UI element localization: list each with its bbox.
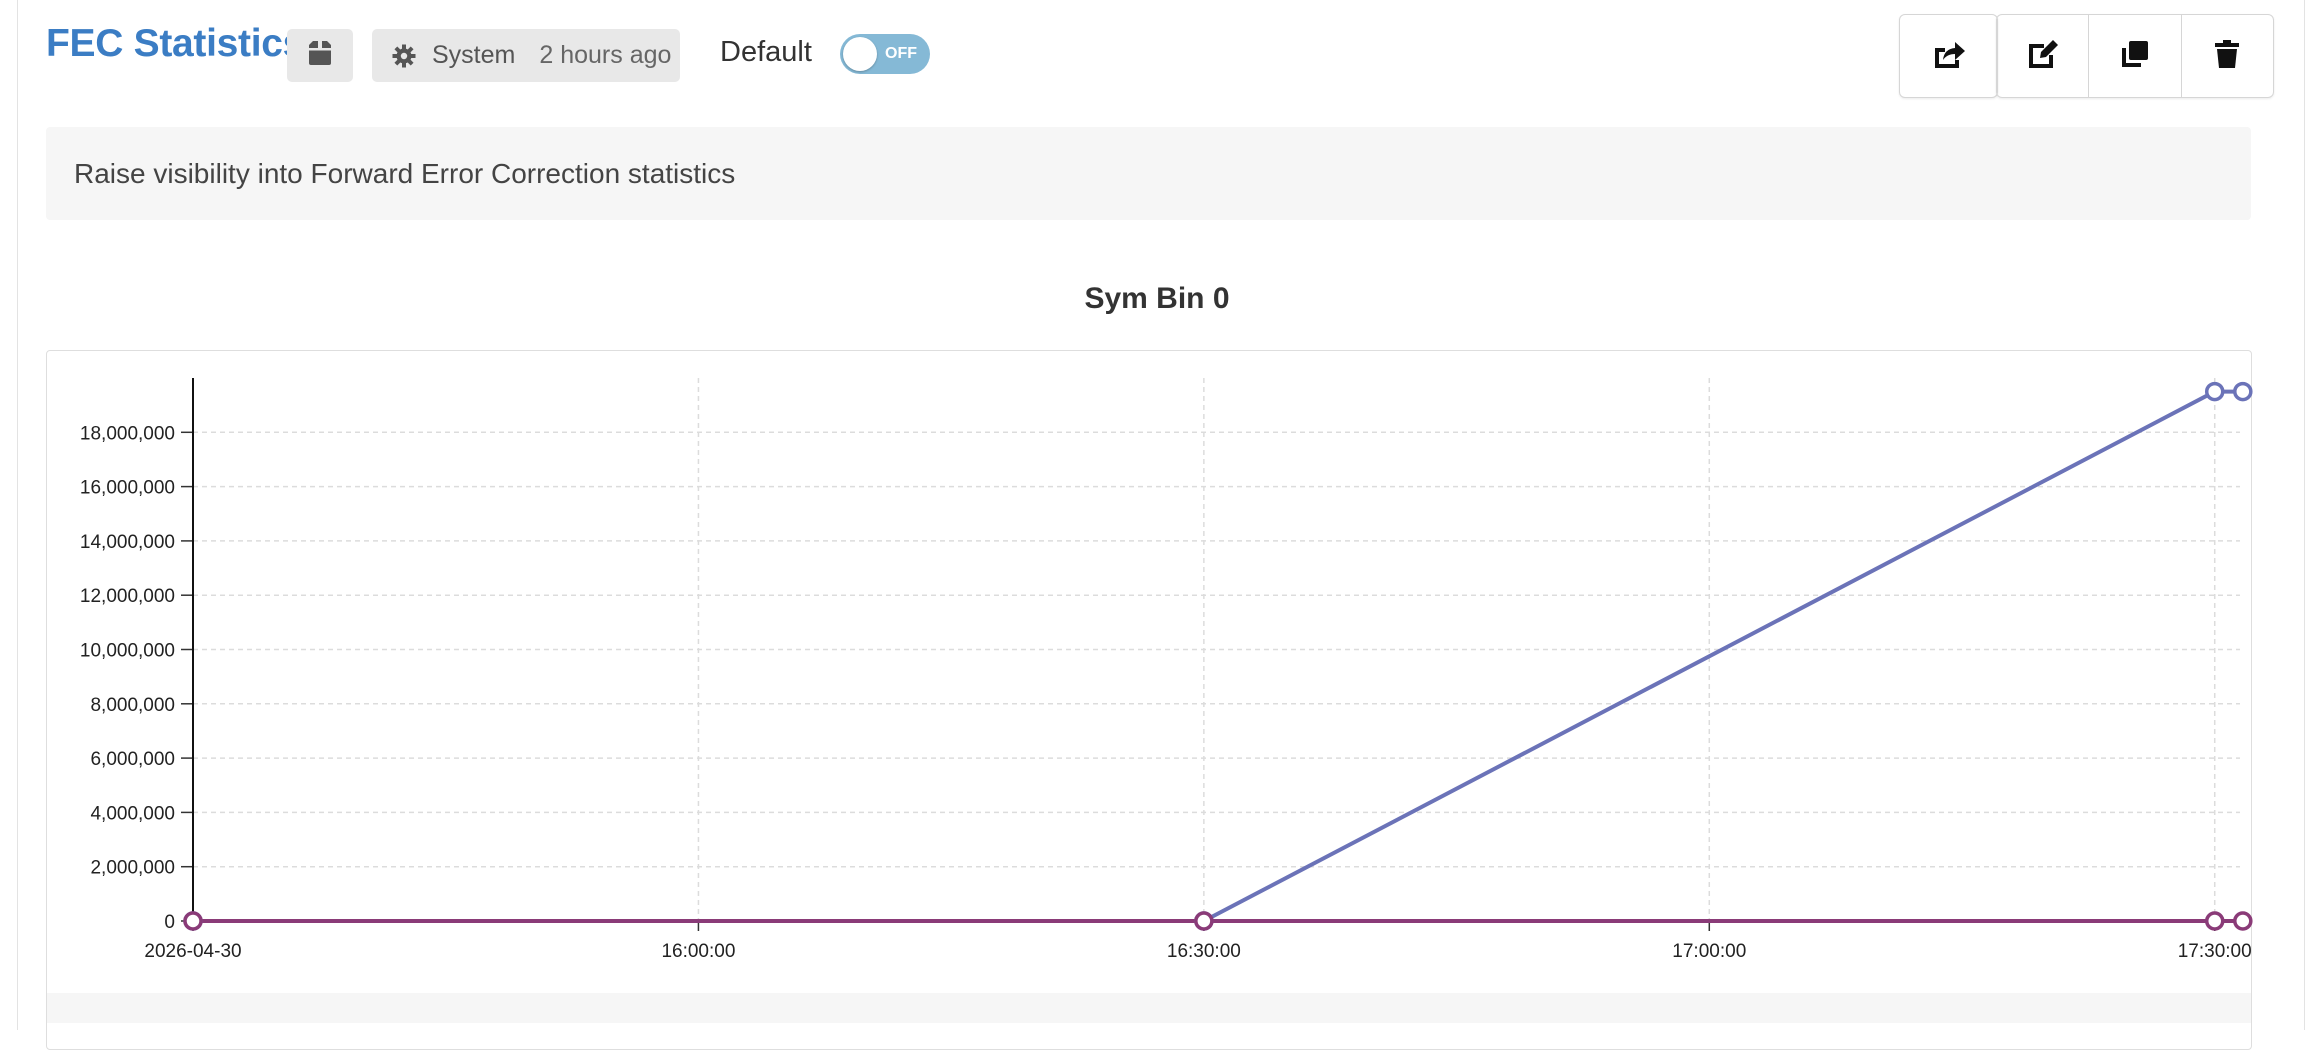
dashboard-actions xyxy=(1996,14,2274,98)
y-tick-label: 10,000,000 xyxy=(80,641,175,662)
series-1-point xyxy=(2204,381,2225,402)
chart-panel xyxy=(46,350,2252,1050)
delete-button[interactable] xyxy=(2182,15,2273,97)
x-tick-label: 17:00:00 xyxy=(1672,941,1746,962)
y-tick-label: 16,000,000 xyxy=(80,478,175,499)
updated-time: 2 hours ago xyxy=(539,41,672,69)
default-toggle[interactable]: OFF xyxy=(840,34,930,74)
gear-icon xyxy=(392,44,416,68)
x-tick-label: 16:30:00 xyxy=(1167,941,1241,962)
y-tick-label: 18,000,000 xyxy=(80,423,175,444)
line-chart: 2026-04-30 16:00:00 16:30:00 17:00:00 17:30:… xyxy=(80,378,2253,962)
series-2-point xyxy=(1194,911,1214,931)
box-icon xyxy=(307,41,333,70)
y-tick-label: 4,000,000 xyxy=(90,803,175,824)
series-2-point xyxy=(2204,911,2225,931)
toggle-state: OFF xyxy=(885,45,917,62)
x-tick-label: 16:00:00 xyxy=(661,941,735,962)
trash-icon xyxy=(2214,39,2240,74)
series-1-point xyxy=(2233,381,2253,402)
y-tick-label: 8,000,000 xyxy=(90,695,175,716)
author-name: System xyxy=(432,41,516,69)
edit-icon xyxy=(2026,39,2060,74)
y-tick-label: 12,000,000 xyxy=(80,586,175,607)
dashboard-description: Raise visibility into Forward Error Corr… xyxy=(46,127,2251,220)
toggle-knob xyxy=(843,37,877,71)
copy-icon xyxy=(2120,39,2150,74)
series-2-point xyxy=(183,911,203,931)
share-button[interactable] xyxy=(1899,14,1998,98)
x-tick-label: 17:30:00 xyxy=(2178,941,2252,962)
x-tick-label: 2026-04-30 xyxy=(144,941,241,962)
y-tick-label: 6,000,000 xyxy=(90,749,175,770)
dashboard-frame xyxy=(17,0,2305,1030)
page-title: FEC Statistics xyxy=(46,22,305,65)
chart-title: Sym Bin 0 xyxy=(1084,282,1230,315)
y-tick-label: 2,000,000 xyxy=(90,858,175,879)
share-icon xyxy=(1932,39,1966,74)
edit-button[interactable] xyxy=(1997,15,2090,97)
series-2-point xyxy=(2233,911,2253,931)
default-label: Default xyxy=(720,36,812,68)
description-text: Raise visibility into Forward Error Corr… xyxy=(74,157,736,189)
y-tick-label: 14,000,000 xyxy=(80,532,175,553)
y-tick-label: 0 xyxy=(164,912,175,933)
package-button[interactable] xyxy=(287,29,353,82)
author-badge: System 2 hours ago xyxy=(372,29,680,82)
series-line-1 xyxy=(193,389,2243,923)
duplicate-button[interactable] xyxy=(2089,15,2182,97)
